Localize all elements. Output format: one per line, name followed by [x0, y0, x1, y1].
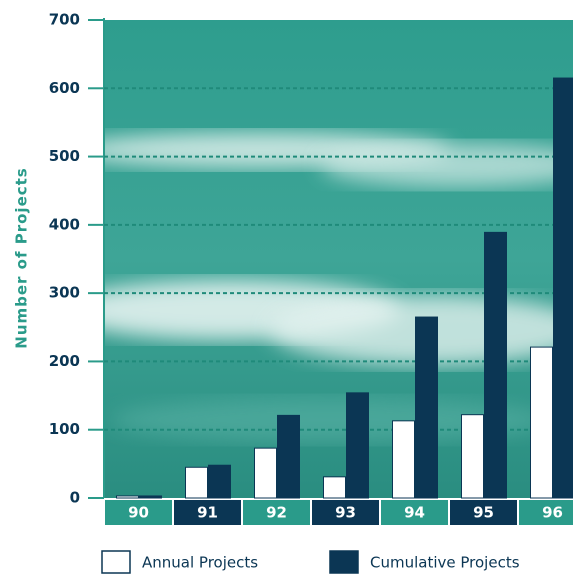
- x-tick-label: 93: [335, 504, 356, 522]
- bar: [323, 476, 346, 499]
- x-tick-box: [381, 500, 448, 525]
- x-tick-box: [312, 500, 379, 525]
- y-tick-label: 200: [49, 352, 80, 370]
- x-tick-label: 91: [197, 504, 218, 522]
- bar: [553, 77, 573, 499]
- x-tick-box: [450, 500, 517, 525]
- y-tick-label: 500: [49, 147, 80, 165]
- y-tick-label: 600: [49, 79, 80, 97]
- x-tick-box: [174, 500, 241, 525]
- bar: [185, 466, 208, 499]
- y-tick-label: 700: [49, 11, 80, 29]
- bar: [392, 420, 415, 499]
- legend-label: Annual Projects: [142, 554, 258, 572]
- x-tick-label: 92: [266, 504, 287, 522]
- bar: [484, 231, 507, 499]
- x-tick-box: [105, 500, 172, 525]
- bar: [254, 447, 277, 499]
- x-tick-label: 90: [128, 504, 149, 522]
- bar: [346, 392, 369, 499]
- legend-swatch: [101, 550, 131, 574]
- legend-label: Cumulative Projects: [370, 554, 520, 572]
- y-axis-label: Number of Projects: [13, 167, 31, 348]
- bar: [208, 464, 231, 499]
- bar: [277, 414, 300, 499]
- y-tick-label: 100: [49, 420, 80, 438]
- legend-swatch: [329, 550, 359, 574]
- y-tick-label: 0: [70, 489, 80, 507]
- x-tick-label: 96: [542, 504, 563, 522]
- bar: [116, 495, 139, 499]
- bar: [415, 316, 438, 499]
- bar: [530, 346, 553, 499]
- bar: [139, 495, 162, 499]
- bar: [461, 414, 484, 499]
- x-tick-label: 95: [473, 504, 494, 522]
- y-tick-label: 400: [49, 215, 80, 233]
- x-tick-box: [519, 500, 573, 525]
- y-tick-label: 300: [49, 284, 80, 302]
- x-tick-box: [243, 500, 310, 525]
- x-tick-label: 94: [404, 504, 425, 522]
